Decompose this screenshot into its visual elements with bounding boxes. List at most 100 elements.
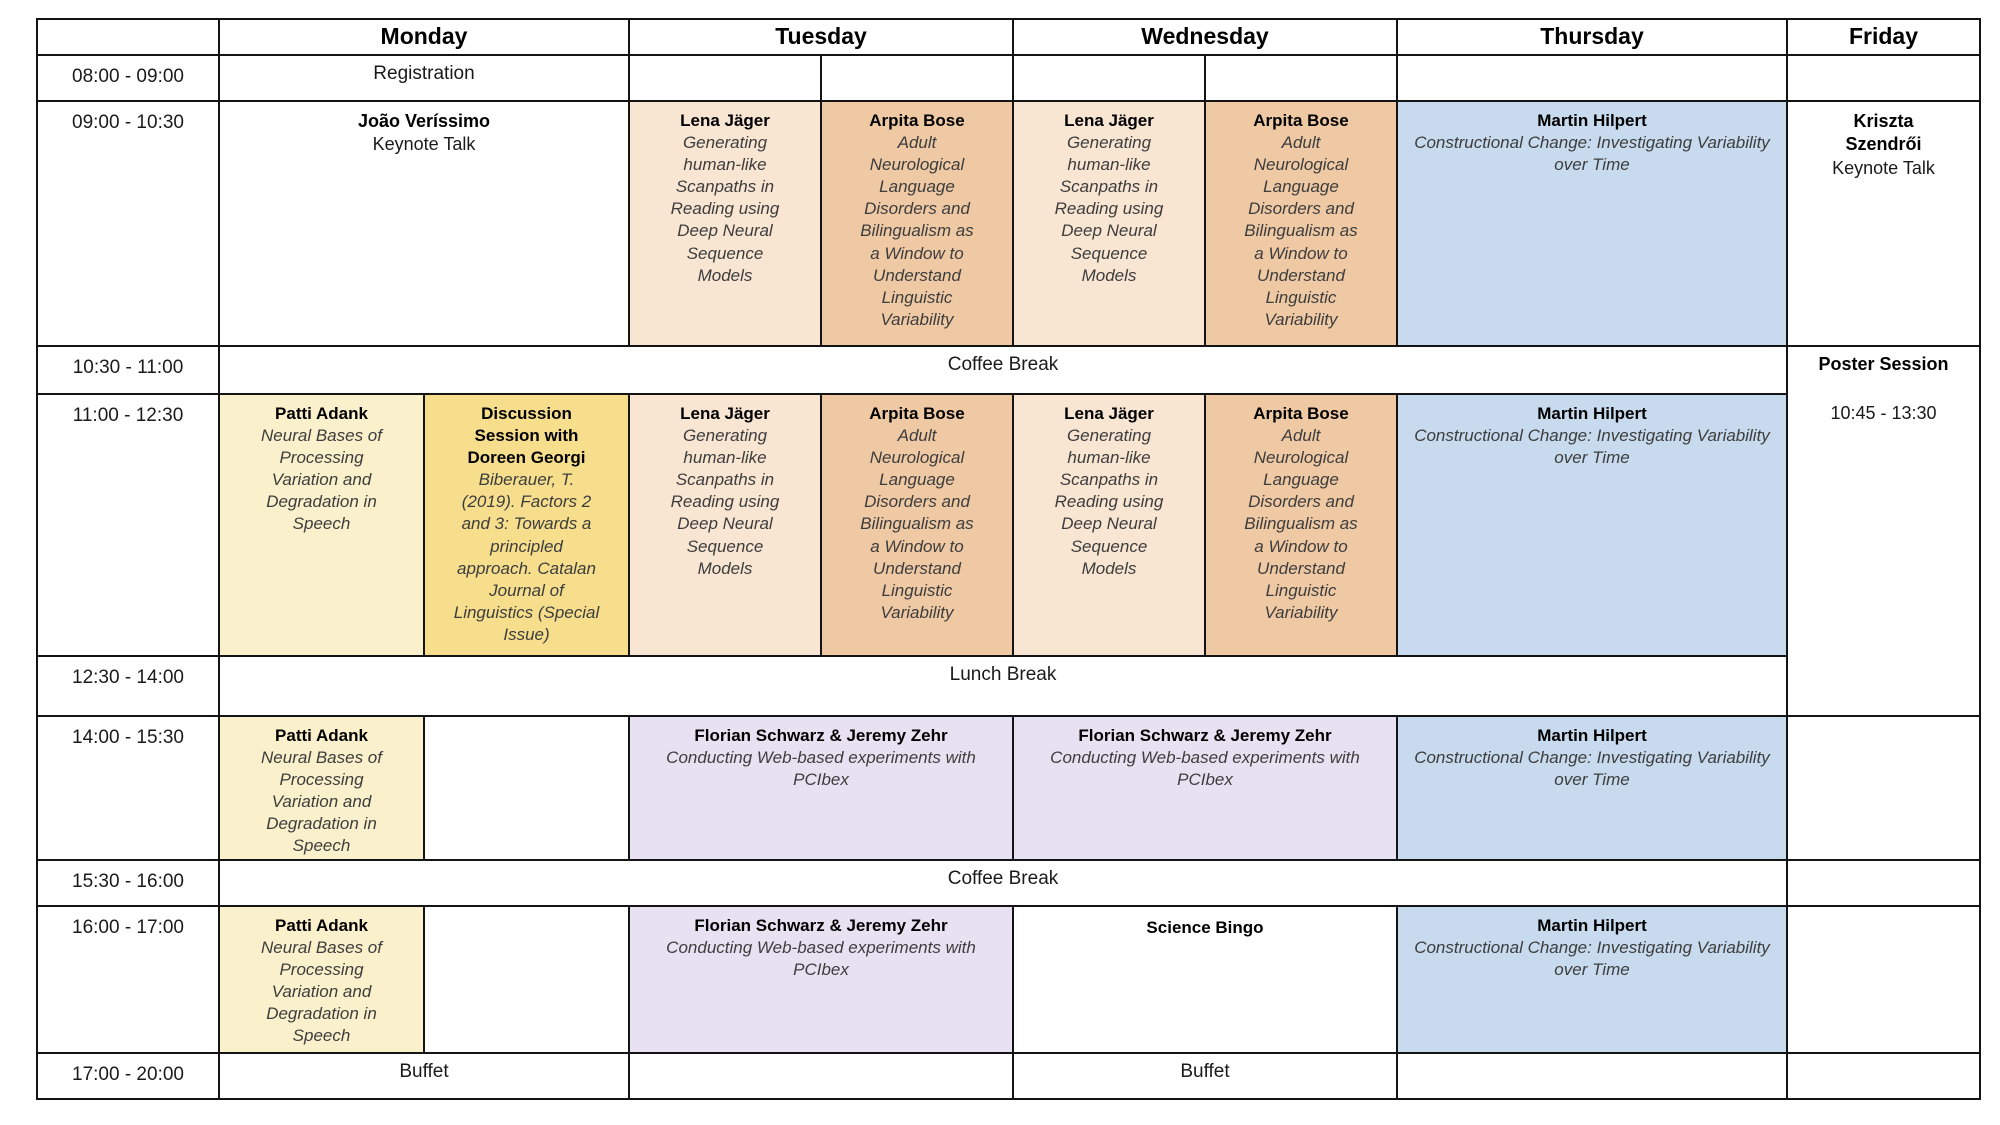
- session-lunch-break: Lunch Break: [220, 657, 1786, 715]
- session-arpita-bose-wed-am: Arpita Bose Adult Neurological Language …: [1206, 102, 1396, 345]
- time-slot-1600: 16:00 - 17:00: [38, 907, 218, 1052]
- speaker-name: João Veríssimo: [357, 111, 491, 131]
- speaker-name: Lena Jäger: [680, 404, 770, 423]
- speaker-name: Arpita Bose: [869, 111, 965, 130]
- speaker-name: Patti Adank: [275, 916, 368, 935]
- session-title: Adult Neurological Language Disorders an…: [860, 133, 974, 329]
- speaker-name: Martin Hilpert: [1537, 111, 1647, 130]
- session-title: Constructional Change: Investigating Var…: [1414, 133, 1770, 175]
- speaker-name: Florian Schwarz & Jeremy Zehr: [694, 916, 948, 935]
- empty-cell: [1398, 1054, 1786, 1098]
- speaker-name: Discussion Session with Doreen Georgi: [467, 404, 586, 468]
- day-header-friday: Friday: [1788, 20, 1979, 54]
- speaker-name: Florian Schwarz & Jeremy Zehr: [1078, 726, 1332, 745]
- time-slot-1030: 10:30 - 11:00: [38, 347, 218, 393]
- session-pcibex-wed-pm: Florian Schwarz & Jeremy Zehr Conducting…: [1014, 717, 1396, 859]
- empty-cell: [425, 907, 628, 1052]
- speaker-name: Florian Schwarz & Jeremy Zehr: [694, 726, 948, 745]
- speaker-name: Patti Adank: [275, 404, 368, 423]
- session-buffet-monday: Buffet: [220, 1054, 628, 1098]
- speaker-name: Lena Jäger: [1064, 111, 1154, 130]
- session-patti-adank-mon-pm: Patti Adank Neural Bases of Processing V…: [220, 717, 423, 859]
- session-keynote-kriszta-szendroi: Kriszta Szendrői Keynote Talk: [1788, 102, 1979, 345]
- session-arpita-bose-tue-late: Arpita Bose Adult Neurological Language …: [822, 395, 1012, 655]
- session-keynote-joao-verissimo: João Veríssimo Keynote Talk: [220, 102, 628, 345]
- speaker-name: Kriszta Szendrői: [1845, 111, 1922, 155]
- poster-session-time: 10:45 - 13:30: [1830, 403, 1937, 424]
- empty-cell: [1788, 1054, 1979, 1098]
- empty-cell: [1206, 56, 1396, 100]
- session-martin-hilpert-thu-late-pm: Martin Hilpert Constructional Change: In…: [1398, 907, 1786, 1052]
- session-title: Conducting Web-based experiments with PC…: [666, 938, 976, 980]
- session-pcibex-tue-pm: Florian Schwarz & Jeremy Zehr Conducting…: [630, 717, 1012, 859]
- time-slot-0900: 09:00 - 10:30: [38, 102, 218, 345]
- session-arpita-bose-tue-am: Arpita Bose Adult Neurological Language …: [822, 102, 1012, 345]
- session-title: Neural Bases of Processing Variation and…: [261, 426, 382, 534]
- empty-cell: [1788, 56, 1979, 100]
- empty-cell: [1788, 717, 1979, 859]
- speaker-name: Arpita Bose: [1253, 111, 1349, 130]
- time-slot-1530: 15:30 - 16:00: [38, 861, 218, 905]
- speaker-name: Lena Jäger: [680, 111, 770, 130]
- session-type: Keynote Talk: [1832, 157, 1935, 178]
- session-coffee-break-pm: Coffee Break: [220, 861, 1786, 905]
- session-title: Constructional Change: Investigating Var…: [1414, 426, 1770, 468]
- session-patti-adank-mon-am: Patti Adank Neural Bases of Processing V…: [220, 395, 423, 655]
- speaker-name: Arpita Bose: [869, 404, 965, 423]
- session-lena-jager-tue-late: Lena Jäger Generating human-like Scanpat…: [630, 395, 820, 655]
- time-slot-1700: 17:00 - 20:00: [38, 1054, 218, 1098]
- session-arpita-bose-wed-late: Arpita Bose Adult Neurological Language …: [1206, 395, 1396, 655]
- day-header-thursday: Thursday: [1398, 20, 1786, 54]
- session-title: Generating human-like Scanpaths in Readi…: [1054, 426, 1164, 578]
- session-martin-hilpert-thu-am: Martin Hilpert Constructional Change: In…: [1398, 102, 1786, 345]
- session-title: Generating human-like Scanpaths in Readi…: [670, 426, 780, 578]
- speaker-name: Martin Hilpert: [1537, 916, 1647, 935]
- empty-cell: [1014, 56, 1204, 100]
- session-patti-adank-mon-late-pm: Patti Adank Neural Bases of Processing V…: [220, 907, 423, 1052]
- speaker-name: Arpita Bose: [1253, 404, 1349, 423]
- session-martin-hilpert-thu-pm: Martin Hilpert Constructional Change: In…: [1398, 717, 1786, 859]
- empty-cell: [425, 717, 628, 859]
- time-slot-0800: 08:00 - 09:00: [38, 56, 218, 100]
- session-lena-jager-tue-am: Lena Jäger Generating human-like Scanpat…: [630, 102, 820, 345]
- time-slot-1100: 11:00 - 12:30: [38, 395, 218, 655]
- session-science-bingo: Science Bingo: [1014, 907, 1396, 1052]
- time-slot-1400: 14:00 - 15:30: [38, 717, 218, 859]
- empty-cell: [1788, 907, 1979, 1052]
- session-lena-jager-wed-late: Lena Jäger Generating human-like Scanpat…: [1014, 395, 1204, 655]
- session-pcibex-tue-late-pm: Florian Schwarz & Jeremy Zehr Conducting…: [630, 907, 1012, 1052]
- session-title: Constructional Change: Investigating Var…: [1414, 748, 1770, 790]
- session-lena-jager-wed-am: Lena Jäger Generating human-like Scanpat…: [1014, 102, 1204, 345]
- empty-cell: [630, 1054, 1012, 1098]
- session-title: Generating human-like Scanpaths in Readi…: [1054, 133, 1164, 285]
- day-header-tuesday: Tuesday: [630, 20, 1012, 54]
- session-title: Conducting Web-based experiments with PC…: [666, 748, 976, 790]
- time-slot-1230: 12:30 - 14:00: [38, 657, 218, 715]
- session-coffee-break-am: Coffee Break: [220, 347, 1786, 393]
- session-title: Constructional Change: Investigating Var…: [1414, 938, 1770, 980]
- session-buffet-wednesday: Buffet: [1014, 1054, 1396, 1098]
- session-title: Neural Bases of Processing Variation and…: [261, 748, 382, 856]
- session-type: Keynote Talk: [372, 134, 476, 155]
- empty-cell: [822, 56, 1012, 100]
- speaker-name: Lena Jäger: [1064, 404, 1154, 423]
- weekly-schedule-table: Monday Tuesday Wednesday Thursday Friday…: [36, 18, 1981, 1100]
- session-discussion-doreen-georgi: Discussion Session with Doreen Georgi Bi…: [425, 395, 628, 655]
- day-header-wednesday: Wednesday: [1014, 20, 1396, 54]
- session-title: Generating human-like Scanpaths in Readi…: [670, 133, 780, 285]
- session-title: Adult Neurological Language Disorders an…: [1244, 426, 1358, 622]
- session-title: Adult Neurological Language Disorders an…: [860, 426, 974, 622]
- empty-cell: [1788, 861, 1979, 905]
- session-martin-hilpert-thu-late: Martin Hilpert Constructional Change: In…: [1398, 395, 1786, 655]
- speaker-name: Patti Adank: [275, 726, 368, 745]
- speaker-name: Martin Hilpert: [1537, 404, 1647, 423]
- corner-cell: [38, 20, 218, 54]
- empty-cell: [630, 56, 820, 100]
- empty-cell: [1398, 56, 1786, 100]
- session-title: Conducting Web-based experiments with PC…: [1050, 748, 1360, 790]
- poster-session-label: Poster Session: [1818, 354, 1949, 374]
- session-title: Neural Bases of Processing Variation and…: [261, 938, 382, 1046]
- speaker-name: Martin Hilpert: [1537, 726, 1647, 745]
- session-poster-session: Poster Session 10:45 - 13:30: [1788, 347, 1979, 715]
- day-header-monday: Monday: [220, 20, 628, 54]
